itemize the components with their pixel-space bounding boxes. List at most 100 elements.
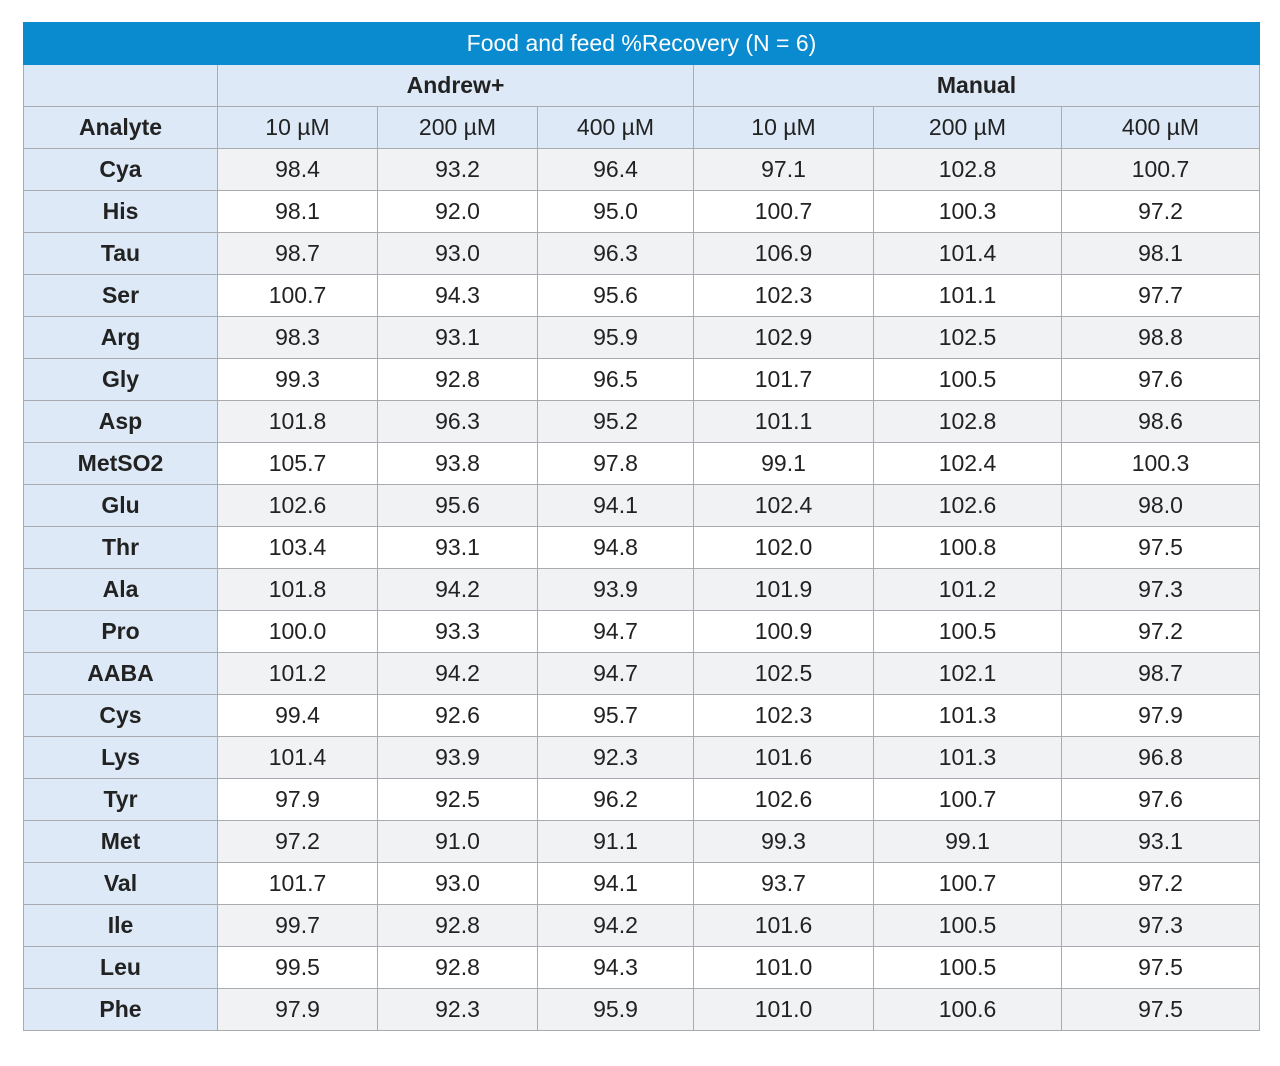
recovery-value-cell: 100.5	[873, 904, 1062, 947]
column-header-analyte: Analyte	[23, 106, 218, 149]
table-row: Met 97.2 91.0 91.1 99.3 99.1 93.1	[23, 820, 1260, 863]
recovery-value-cell: 92.5	[377, 778, 538, 821]
analyte-cell: Glu	[23, 484, 218, 527]
table-row: Cys 99.4 92.6 95.7 102.3 101.3 97.9	[23, 694, 1260, 737]
recovery-value-cell: 93.0	[377, 862, 538, 905]
recovery-value-cell: 97.9	[1061, 694, 1260, 737]
column-header-concentration: 200 µM	[873, 106, 1062, 149]
recovery-value-cell: 95.9	[537, 988, 694, 1031]
recovery-value-cell: 98.7	[1061, 652, 1260, 695]
recovery-value-cell: 95.6	[537, 274, 694, 317]
table-row: Tau 98.7 93.0 96.3 106.9 101.4 98.1	[23, 232, 1260, 275]
recovery-value-cell: 100.5	[873, 946, 1062, 989]
recovery-value-cell: 100.6	[873, 988, 1062, 1031]
recovery-value-cell: 93.7	[693, 862, 874, 905]
recovery-value-cell: 100.5	[873, 358, 1062, 401]
recovery-value-cell: 97.3	[1061, 904, 1260, 947]
recovery-value-cell: 97.7	[1061, 274, 1260, 317]
recovery-value-cell: 97.6	[1061, 358, 1260, 401]
table-row: Asp 101.8 96.3 95.2 101.1 102.8 98.6	[23, 400, 1260, 443]
recovery-value-cell: 102.4	[693, 484, 874, 527]
recovery-value-cell: 101.8	[217, 568, 378, 611]
analyte-cell: Asp	[23, 400, 218, 443]
recovery-value-cell: 93.1	[377, 316, 538, 359]
recovery-value-cell: 98.4	[217, 148, 378, 191]
recovery-value-cell: 102.8	[873, 148, 1062, 191]
empty-header-cell	[23, 64, 218, 107]
recovery-value-cell: 97.3	[1061, 568, 1260, 611]
table-body: Cya 98.4 93.2 96.4 97.1 102.8 100.7 His 98.1 92.0…	[23, 148, 1260, 1031]
recovery-value-cell: 100.5	[873, 610, 1062, 653]
recovery-value-cell: 96.5	[537, 358, 694, 401]
recovery-value-cell: 100.7	[873, 778, 1062, 821]
recovery-value-cell: 94.1	[537, 862, 694, 905]
table-row: Pro 100.0 93.3 94.7 100.9 100.5 97.2	[23, 610, 1260, 653]
recovery-value-cell: 100.3	[1061, 442, 1260, 485]
table-row: Val 101.7 93.0 94.1 93.7 100.7 97.2	[23, 862, 1260, 905]
group-header-andrew: Andrew+	[217, 64, 694, 107]
group-header-manual: Manual	[693, 64, 1260, 107]
recovery-value-cell: 101.4	[873, 232, 1062, 275]
table-row: AABA 101.2 94.2 94.7 102.5 102.1 98.7	[23, 652, 1260, 695]
recovery-value-cell: 98.7	[217, 232, 378, 275]
recovery-value-cell: 102.3	[693, 694, 874, 737]
recovery-value-cell: 101.1	[693, 400, 874, 443]
recovery-value-cell: 97.9	[217, 988, 378, 1031]
analyte-cell: Arg	[23, 316, 218, 359]
recovery-value-cell: 97.6	[1061, 778, 1260, 821]
recovery-value-cell: 101.3	[873, 736, 1062, 779]
recovery-value-cell: 99.3	[693, 820, 874, 863]
table-row: Ile 99.7 92.8 94.2 101.6 100.5 97.3	[23, 904, 1260, 947]
analyte-cell: Phe	[23, 988, 218, 1031]
recovery-value-cell: 97.2	[217, 820, 378, 863]
analyte-cell: Tau	[23, 232, 218, 275]
column-header-concentration: 10 µM	[693, 106, 874, 149]
table-row: Ala 101.8 94.2 93.9 101.9 101.2 97.3	[23, 568, 1260, 611]
recovery-value-cell: 101.0	[693, 988, 874, 1031]
recovery-value-cell: 92.3	[537, 736, 694, 779]
recovery-value-cell: 94.3	[537, 946, 694, 989]
recovery-value-cell: 94.2	[377, 652, 538, 695]
analyte-cell: Val	[23, 862, 218, 905]
recovery-value-cell: 96.8	[1061, 736, 1260, 779]
recovery-value-cell: 101.7	[693, 358, 874, 401]
recovery-value-cell: 102.9	[693, 316, 874, 359]
recovery-value-cell: 100.3	[873, 190, 1062, 233]
analyte-cell: Gly	[23, 358, 218, 401]
analyte-cell: Tyr	[23, 778, 218, 821]
recovery-value-cell: 91.0	[377, 820, 538, 863]
recovery-value-cell: 102.0	[693, 526, 874, 569]
recovery-value-cell: 101.9	[693, 568, 874, 611]
recovery-value-cell: 94.7	[537, 610, 694, 653]
recovery-value-cell: 101.6	[693, 904, 874, 947]
recovery-value-cell: 101.2	[873, 568, 1062, 611]
recovery-value-cell: 101.0	[693, 946, 874, 989]
recovery-value-cell: 100.7	[217, 274, 378, 317]
analyte-cell: Leu	[23, 946, 218, 989]
recovery-value-cell: 92.8	[377, 946, 538, 989]
recovery-value-cell: 97.2	[1061, 862, 1260, 905]
column-header-concentration: 200 µM	[377, 106, 538, 149]
recovery-value-cell: 100.7	[873, 862, 1062, 905]
column-header-concentration: 400 µM	[1061, 106, 1260, 149]
recovery-value-cell: 91.1	[537, 820, 694, 863]
recovery-value-cell: 98.1	[217, 190, 378, 233]
recovery-value-cell: 100.7	[1061, 148, 1260, 191]
table-row: Tyr 97.9 92.5 96.2 102.6 100.7 97.6	[23, 778, 1260, 821]
recovery-value-cell: 102.8	[873, 400, 1062, 443]
recovery-value-cell: 92.3	[377, 988, 538, 1031]
recovery-value-cell: 101.6	[693, 736, 874, 779]
recovery-value-cell: 95.7	[537, 694, 694, 737]
recovery-value-cell: 97.8	[537, 442, 694, 485]
recovery-value-cell: 98.3	[217, 316, 378, 359]
recovery-value-cell: 96.3	[537, 232, 694, 275]
table-row: MetSO2 105.7 93.8 97.8 99.1 102.4 100.3	[23, 442, 1260, 485]
recovery-value-cell: 94.3	[377, 274, 538, 317]
recovery-value-cell: 97.2	[1061, 610, 1260, 653]
recovery-value-cell: 106.9	[693, 232, 874, 275]
recovery-value-cell: 98.1	[1061, 232, 1260, 275]
recovery-value-cell: 101.3	[873, 694, 1062, 737]
recovery-value-cell: 95.9	[537, 316, 694, 359]
analyte-cell: Ile	[23, 904, 218, 947]
recovery-value-cell: 94.8	[537, 526, 694, 569]
